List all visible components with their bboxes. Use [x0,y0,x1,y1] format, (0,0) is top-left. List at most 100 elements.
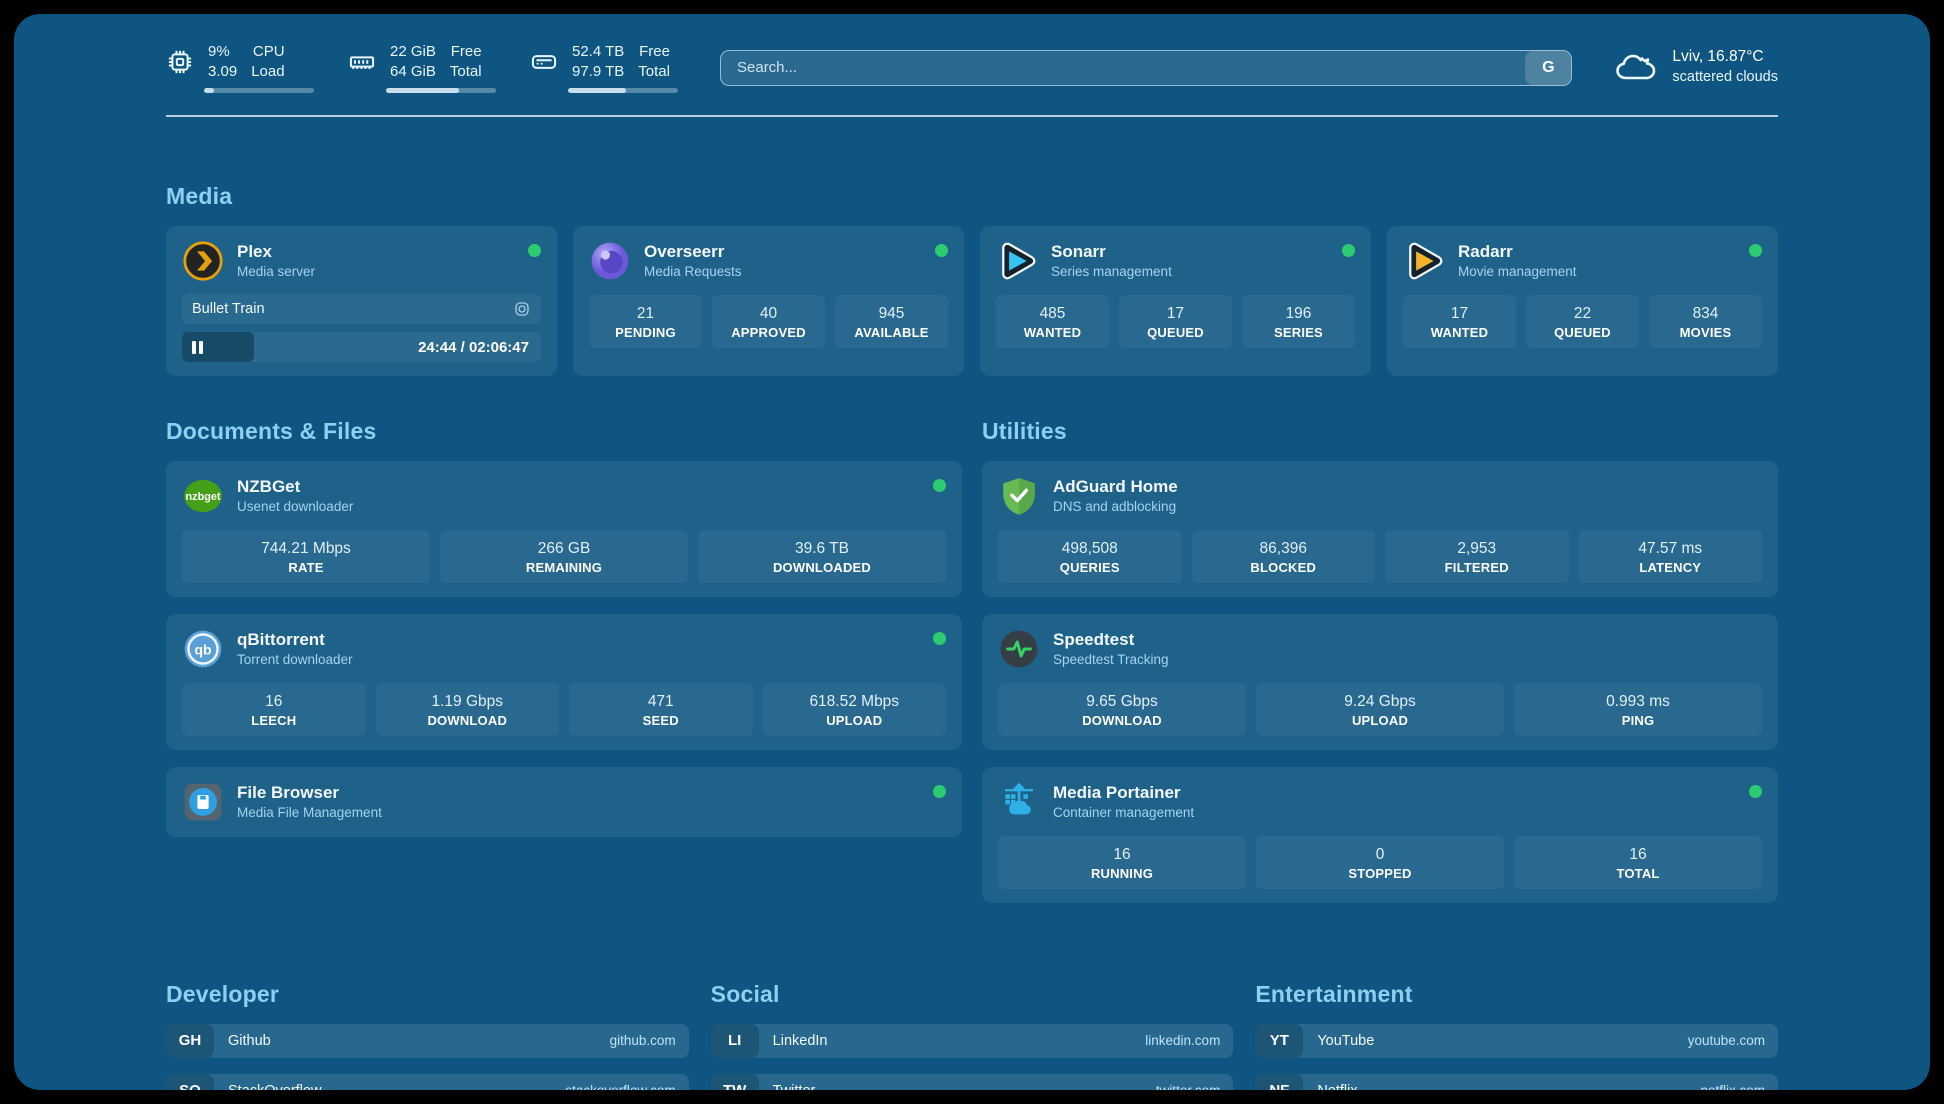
developer-section: Developer GH Github github.com SO StackO… [166,981,689,1090]
stat-tile: 17 QUEUED [1119,295,1232,348]
status-dot [933,479,946,492]
link-url: twitter.com [1156,1083,1221,1090]
status-dot [935,244,948,257]
qbittorrent-card[interactable]: qb qBittorrent Torrent downloader [166,613,962,750]
radarr-card[interactable]: Radarr Movie management 17 WANTED 22 QUEUE… [1387,226,1778,376]
nzbget-card[interactable]: nzbget NZBGet Usenet downloader 74 [166,461,962,597]
playback-progress-bar[interactable]: 24:44 / 02:06:47 [182,332,541,362]
link-name: StackOverflow [228,1083,321,1090]
overseerr-icon [589,240,631,282]
plex-card[interactable]: Plex Media server Bullet Train [166,226,557,376]
card-subtitle: Series management [1051,264,1172,280]
ram-values: 22 GiB 64 GiB [390,43,436,80]
sonarr-card[interactable]: Sonarr Series management 485 WANTED 17 QUE… [980,226,1371,376]
ram-progress-bar [386,88,496,93]
card-subtitle: Media File Management [237,805,382,821]
playback-time: 24:44 / 02:06:47 [418,338,529,356]
svg-text:nzbget: nzbget [186,491,221,503]
stat-tile: 86,396 BLOCKED [1191,530,1375,583]
link-url: netflix.com [1700,1083,1765,1090]
nzbget-icon: nzbget [182,475,224,517]
developer-section-title: Developer [166,980,280,1007]
card-subtitle: DNS and adblocking [1053,499,1177,515]
card-title: Media Portainer [1053,783,1181,803]
search-engine-button[interactable]: G [1525,50,1572,85]
cpu-stat: 9% 3.09 CPU Load [166,42,314,93]
sonarr-icon [996,240,1038,282]
speedtest-card[interactable]: Speedtest Speedtest Tracking 9.65 Gbps DO… [982,613,1778,750]
status-dot [1749,784,1762,798]
now-playing-settings-icon[interactable] [513,300,531,318]
search-bar: G [720,49,1573,86]
stat-tile: 0.993 ms PING [1514,682,1762,736]
card-title: Radarr [1458,242,1513,262]
link-linkedin[interactable]: LI LinkedIn linkedin.com [710,1023,1234,1058]
filebrowser-card[interactable]: File Browser Media File Management [166,766,962,837]
filebrowser-icon [182,781,224,823]
pause-icon[interactable] [192,340,203,354]
stat-tile: 471 SEED [569,682,753,736]
documents-section-title: Documents & Files [166,418,377,444]
disk-labels: Free Total [638,43,670,80]
link-twitter[interactable]: TW Twitter twitter.com [710,1073,1234,1090]
overseerr-card[interactable]: Overseerr Media Requests 21 PENDING 40 APP… [573,226,964,376]
social-section: Social LI LinkedIn linkedin.com TW Twitt… [710,981,1234,1090]
adguard-card[interactable]: AdGuard Home DNS and adblocking 498,508 Q… [982,461,1778,597]
stat-tile: 16 LEECH [182,682,366,736]
weather-widget: Lviv, 16.87°C scattered clouds [1614,47,1778,87]
stat-tile: 0 STOPPED [1256,835,1504,889]
cpu-values: 9% 3.09 [208,43,238,80]
link-name: Netflix [1317,1083,1357,1090]
speedtest-icon [998,628,1040,670]
radarr-icon [1403,240,1445,282]
search-input[interactable] [721,50,1526,85]
qbittorrent-icon: qb [182,628,224,670]
cloud-icon [1614,49,1658,85]
card-subtitle: Movie management [1458,264,1577,280]
stat-tile: 498,508 QUERIES [998,530,1182,583]
status-dot [528,244,541,257]
disk-values: 52.4 TB 97.9 TB [572,43,625,80]
link-tag: TW [710,1073,759,1090]
stat-tile: 21 PENDING [589,295,702,348]
stat-tile: 9.65 Gbps DOWNLOAD [998,682,1246,736]
stat-tile: 39.6 TB DOWNLOADED [698,530,946,583]
utilities-section-title: Utilities [982,418,1067,444]
dashboard-page: 9% 3.09 CPU Load [14,14,1930,1090]
card-subtitle: Speedtest Tracking [1053,652,1169,668]
plex-icon [182,240,224,282]
link-url: linkedin.com [1145,1033,1221,1049]
link-netflix[interactable]: NF Netflix netflix.com [1255,1073,1778,1090]
link-tag: YT [1255,1023,1304,1058]
stat-tile: 834 MOVIES [1649,295,1762,348]
link-stackoverflow[interactable]: SO StackOverflow stackoverflow.com [166,1073,689,1090]
card-title: NZBGet [237,477,301,497]
svg-text:qb: qb [194,641,211,657]
adguard-icon [998,475,1040,517]
status-dot [1749,244,1762,257]
entertainment-section: Entertainment YT YouTube youtube.com NF … [1255,981,1778,1090]
card-title: qBittorrent [237,630,325,650]
card-title: Overseerr [644,242,725,262]
stat-tile: 196 SERIES [1242,295,1355,348]
cpu-progress-bar [204,88,314,93]
documents-section: Documents & Files nzbget [166,418,962,903]
weather-condition: scattered clouds [1672,69,1778,86]
link-url: youtube.com [1687,1033,1765,1049]
status-dot [933,631,946,645]
stat-tile: 47.57 ms LATENCY [1578,530,1762,583]
stat-tile: 40 APPROVED [712,295,825,348]
stat-tile: 22 QUEUED [1526,295,1639,348]
stat-tile: 945 AVAILABLE [835,295,948,348]
disk-icon [530,48,558,76]
header: 9% 3.09 CPU Load [166,42,1778,93]
media-section: Media Plex Media server [166,183,1778,376]
link-youtube[interactable]: YT YouTube youtube.com [1255,1023,1778,1058]
link-name: Github [228,1032,271,1049]
status-dot [933,784,946,798]
card-title: Speedtest [1053,630,1135,650]
stat-tile: 17 WANTED [1403,295,1516,348]
weather-location-temp: Lviv, 16.87°C [1672,48,1764,66]
link-github[interactable]: GH Github github.com [166,1023,689,1058]
portainer-card[interactable]: Media Portainer Container management 16 R… [982,766,1778,903]
